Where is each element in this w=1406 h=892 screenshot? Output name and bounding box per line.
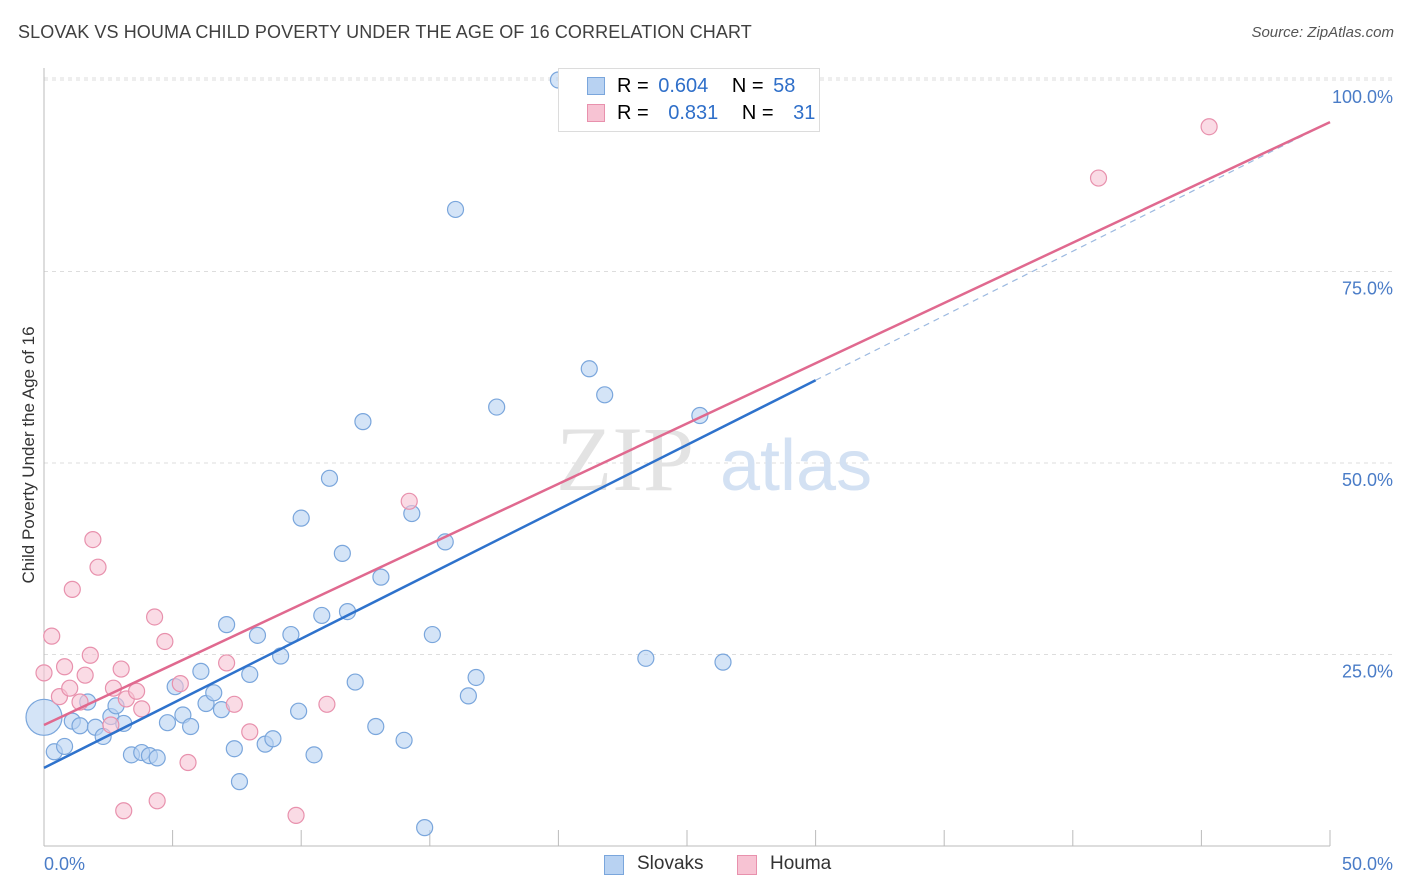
slovaks-point (230, 773, 249, 791)
legend-n-label: N = (741, 102, 774, 124)
houma-point (43, 627, 61, 645)
legend-n-value-houma: 31 (793, 102, 816, 124)
slovaks-point (596, 386, 614, 404)
slovaks-point (367, 717, 385, 736)
y-tick-label: 25.0% (1342, 662, 1393, 682)
slovaks-point (71, 717, 89, 735)
series-legend-label-slovaks: Slovaks (637, 853, 704, 874)
houma-point (76, 666, 94, 684)
houma-point (35, 664, 53, 682)
slovaks-point (241, 665, 259, 684)
houma-point (61, 679, 79, 697)
houma-point (400, 492, 418, 510)
houma-point (1200, 118, 1218, 136)
slovaks-point (313, 606, 331, 625)
x-tick-labels: 0.0% 50.0% (44, 854, 1393, 874)
legend-r-value-houma: 0.831 (668, 102, 719, 124)
slovaks-point (55, 737, 74, 756)
y-tick-label: 75.0% (1342, 279, 1393, 299)
series-legend-label-houma: Houma (770, 853, 832, 874)
houma-point (225, 695, 243, 713)
houma-point (81, 646, 99, 664)
legend-swatch-houma (587, 104, 605, 122)
series-legend-swatch-houma (737, 855, 757, 875)
houma-point (127, 682, 146, 700)
slovaks-point (290, 702, 308, 720)
slovaks-point (205, 684, 223, 702)
houma-point (241, 723, 259, 741)
slovaks-point (182, 717, 200, 736)
slovaks-point (292, 509, 310, 527)
slovaks-point (395, 731, 413, 749)
trend-lines (43, 120, 1331, 769)
slovaks-point (305, 746, 323, 764)
slovaks-point (148, 749, 166, 767)
x-tick-label-min: 0.0% (44, 854, 85, 874)
slovaks-point (580, 360, 598, 378)
slovaks-point (320, 469, 339, 487)
slovaks-point (372, 568, 390, 586)
correlation-legend: R = 0.604 N = 58 R = 0.831 N = 31 (558, 68, 820, 132)
watermark: ZIP atlas (556, 408, 872, 510)
source-label: Source: ZipAtlas.com (1251, 24, 1394, 41)
legend-r-label: R = (617, 75, 649, 97)
slovaks-point (264, 730, 282, 748)
houma-point (171, 675, 189, 693)
series-legend-swatch-slovaks (604, 855, 624, 875)
slovaks-point (714, 653, 732, 671)
legend-n-value-slovaks: 58 (773, 75, 796, 97)
slovaks-point (248, 626, 267, 644)
slovaks-point (158, 714, 177, 732)
slovaks-trend-line (43, 379, 817, 769)
slovaks-trend-extension (815, 121, 1331, 381)
houma-point (112, 660, 130, 678)
houma-point (63, 580, 81, 598)
houma-point (89, 558, 107, 576)
houma-trend-line (43, 120, 1331, 727)
houma-point (55, 658, 74, 676)
slovaks-point (218, 616, 236, 634)
houma-point (218, 654, 236, 672)
watermark-atlas: atlas (720, 426, 872, 506)
legend-r-value-slovaks: 0.604 (658, 75, 709, 97)
houma-point (148, 792, 166, 810)
legend-row-slovaks: R = 0.604 N = 58 (617, 75, 795, 98)
slovaks-point (416, 819, 434, 837)
houma-point (156, 632, 174, 651)
x-tick-label-max: 50.0% (1342, 854, 1393, 874)
houma-points (35, 118, 1218, 824)
slovaks-point (459, 687, 477, 705)
slovaks-point (333, 544, 351, 562)
slovaks-point (354, 413, 372, 431)
axes (43, 68, 1331, 847)
legend-row-houma: R = 0.831 N = 31 (617, 102, 815, 125)
slovaks-point (467, 668, 485, 687)
y-tick-label: 100.0% (1332, 87, 1393, 107)
houma-point (145, 608, 164, 626)
houma-point (133, 700, 151, 718)
houma-point (318, 695, 336, 713)
y-tick-label: 50.0% (1342, 470, 1393, 490)
slovaks-point (423, 625, 441, 644)
legend-n-label: N = (731, 75, 764, 97)
slovaks-point (192, 662, 210, 680)
gridlines (44, 77, 1393, 655)
slovaks-point (446, 200, 465, 219)
legend-r-label: R = (617, 102, 649, 124)
houma-point (84, 530, 102, 549)
watermark-zip: ZIP (556, 408, 694, 510)
slovaks-point (637, 649, 655, 667)
legend-swatch-slovaks (587, 77, 605, 95)
y-tick-labels: 25.0% 50.0% 75.0% 100.0% (1332, 87, 1393, 682)
houma-point (115, 802, 133, 820)
y-axis-label: Child Poverty Under the Age of 16 (19, 326, 38, 583)
slovaks-point (346, 673, 364, 691)
houma-point (179, 753, 197, 772)
slovaks-point (225, 740, 243, 758)
chart-title: SLOVAK VS HOUMA CHILD POVERTY UNDER THE … (18, 22, 752, 42)
houma-point (287, 806, 305, 824)
slovaks-point (488, 398, 506, 416)
houma-point (1089, 169, 1108, 187)
